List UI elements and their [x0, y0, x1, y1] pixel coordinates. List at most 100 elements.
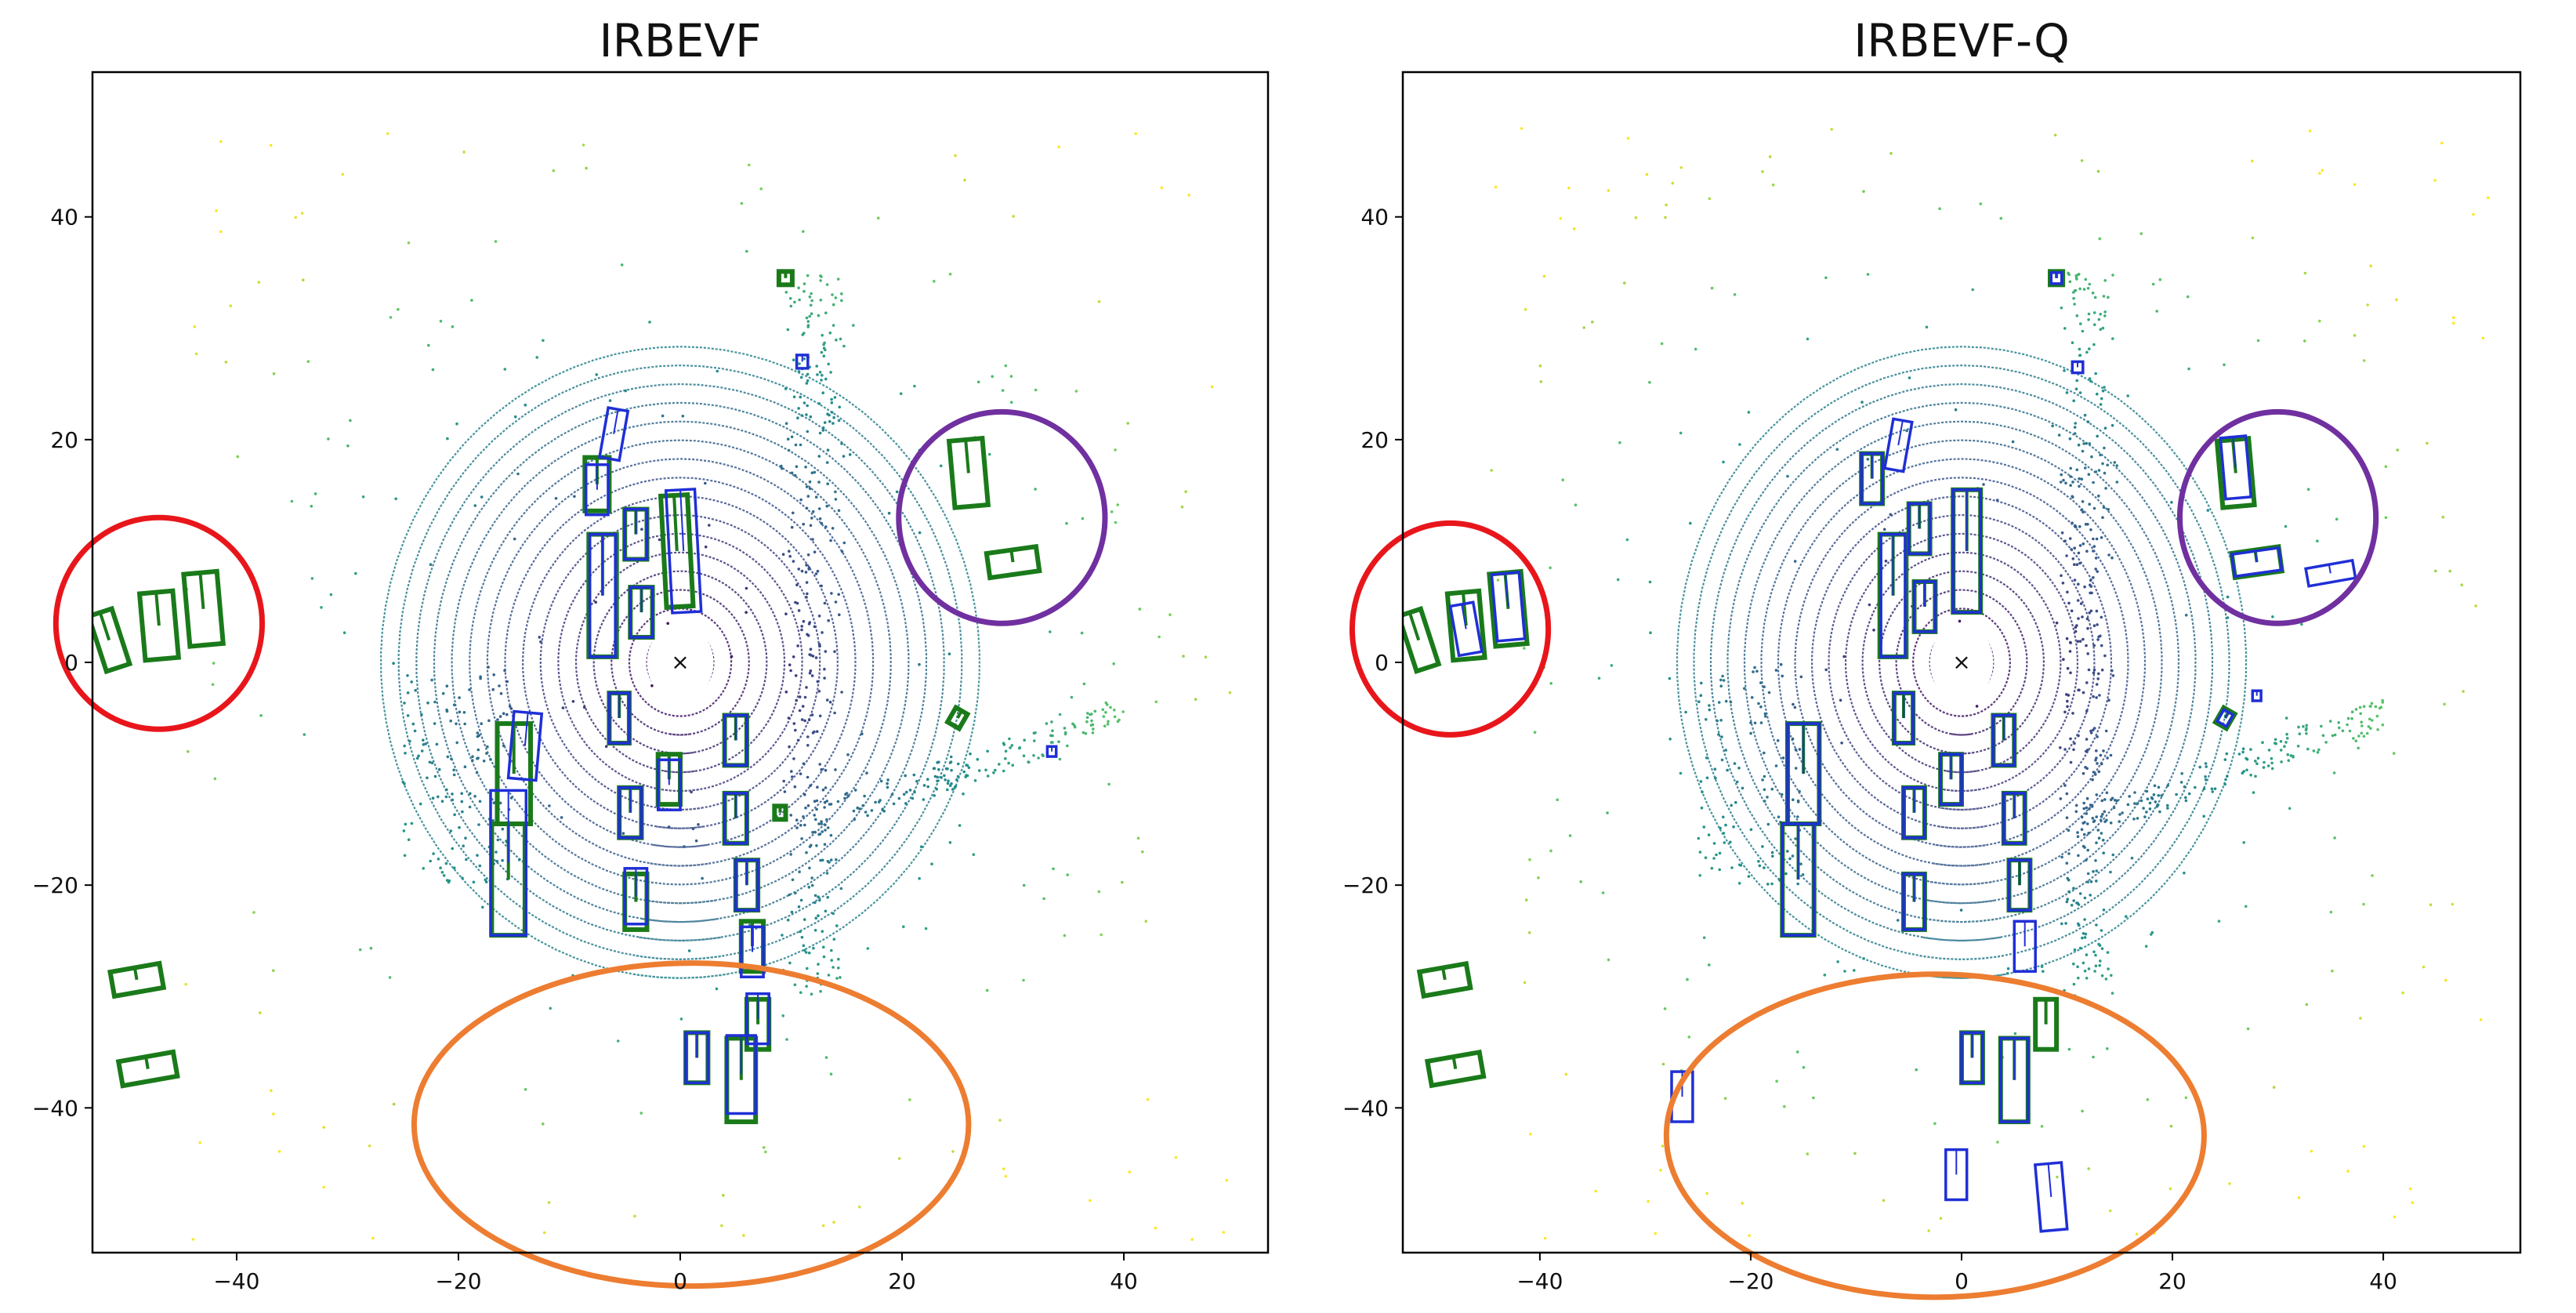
lidar-point	[341, 172, 345, 176]
lidar-point	[1494, 185, 1498, 189]
lidar-point	[792, 511, 795, 515]
lidar-point	[2317, 748, 2321, 752]
lidar-point	[799, 498, 803, 502]
lidar-point	[809, 669, 813, 673]
lidar-point	[2210, 787, 2214, 791]
lidar-point	[1009, 375, 1013, 378]
lidar-point	[813, 929, 817, 932]
lidar-point	[2080, 508, 2083, 512]
lidar-point	[1032, 754, 1035, 757]
lidar-point	[2013, 1032, 2017, 1036]
lidar-point	[503, 669, 506, 673]
lidar-point	[426, 776, 429, 780]
lidar-point	[813, 470, 817, 474]
lidar-point	[1743, 687, 1746, 691]
lidar-point	[491, 819, 495, 822]
lidar-point	[452, 768, 455, 772]
lidar-point	[2155, 310, 2158, 313]
lidar-point	[1101, 708, 1105, 712]
lidar-point	[804, 466, 807, 469]
lidar-point	[1995, 499, 1999, 502]
lidar-ring	[1726, 401, 2197, 923]
lidar-point	[986, 774, 990, 778]
lidar-point	[2083, 918, 2086, 921]
lidar-point	[2080, 477, 2084, 481]
ground-truth-box	[1416, 960, 1473, 999]
lidar-point	[1738, 443, 1741, 446]
prediction-box	[1882, 417, 1914, 473]
lidar-point	[808, 487, 812, 491]
lidar-point	[2187, 792, 2191, 796]
lidar-point	[439, 319, 443, 323]
ground-truth-box	[776, 269, 795, 288]
lidar-point	[2073, 579, 2077, 582]
lidar-point	[2092, 550, 2095, 553]
lidar-point	[463, 765, 467, 768]
lidar-point	[1194, 698, 1197, 701]
lidar-point	[502, 744, 505, 748]
lidar-point	[817, 402, 821, 405]
lidar-point	[817, 643, 821, 646]
lidar-point	[450, 757, 453, 760]
lidar-point	[818, 763, 821, 766]
lidar-point	[2092, 771, 2096, 774]
lidar-point	[864, 811, 868, 814]
lidar-point	[2085, 644, 2088, 647]
lidar-ring	[451, 420, 910, 905]
lidar-point	[2320, 724, 2323, 728]
lidar-point	[2440, 141, 2444, 145]
lidar-point	[848, 453, 852, 456]
lidar-point	[2076, 831, 2079, 834]
lidar-point	[547, 1201, 551, 1204]
lidar-point	[2093, 296, 2097, 299]
lidar-point	[472, 880, 476, 884]
lidar-point	[471, 755, 474, 758]
lidar-point	[2077, 854, 2080, 858]
prediction-box	[656, 758, 682, 811]
lidar-point	[2072, 899, 2075, 902]
lidar-point	[582, 143, 585, 147]
lidar-point	[2069, 640, 2072, 644]
lidar-point	[2063, 369, 2066, 372]
lidar-point	[2381, 723, 2385, 727]
prediction-box	[725, 1034, 757, 1115]
lidar-point	[2133, 791, 2136, 794]
lidar-point	[1009, 401, 1013, 404]
lidar-point	[825, 818, 828, 822]
lidar-point	[2081, 822, 2085, 825]
lidar-point	[489, 758, 492, 761]
lidar-point	[814, 818, 817, 822]
lidar-point	[795, 583, 799, 586]
lidar-point	[2329, 910, 2333, 914]
lidar-point	[1766, 796, 1769, 799]
lidar-point	[792, 560, 795, 563]
lidar-point	[806, 592, 809, 596]
lidar-point	[1719, 684, 1723, 687]
lidar-point	[446, 755, 450, 759]
prediction-box	[1490, 571, 1527, 643]
lidar-point	[403, 854, 407, 858]
lidar-point	[509, 707, 513, 710]
lidar-point	[829, 371, 832, 374]
lidar-point	[1722, 832, 1726, 835]
lidar-point	[2085, 681, 2089, 684]
lidar-point	[1018, 746, 1022, 749]
lidar-point	[886, 785, 889, 789]
lidar-point	[800, 837, 803, 840]
lidar-point	[802, 762, 806, 765]
lidar-point	[2084, 932, 2088, 936]
lidar-point	[2350, 716, 2353, 720]
lidar-point	[2095, 749, 2098, 753]
lidar-point	[1705, 718, 1708, 721]
lidar-point	[224, 361, 228, 364]
lidar-point	[1136, 836, 1140, 840]
lidar-point	[485, 752, 488, 755]
lidar-point	[690, 790, 693, 794]
lidar-point	[691, 827, 695, 831]
lidar-point	[1116, 503, 1119, 506]
lidar-point	[913, 384, 916, 388]
lidar-point	[804, 951, 808, 954]
lidar-point	[1717, 701, 1721, 704]
lidar-point	[2074, 422, 2077, 425]
lidar-point	[799, 898, 803, 902]
